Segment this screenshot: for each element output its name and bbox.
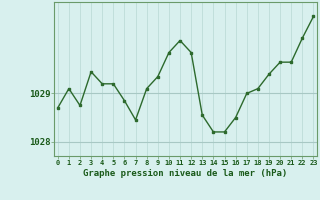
X-axis label: Graphe pression niveau de la mer (hPa): Graphe pression niveau de la mer (hPa) (84, 169, 288, 178)
